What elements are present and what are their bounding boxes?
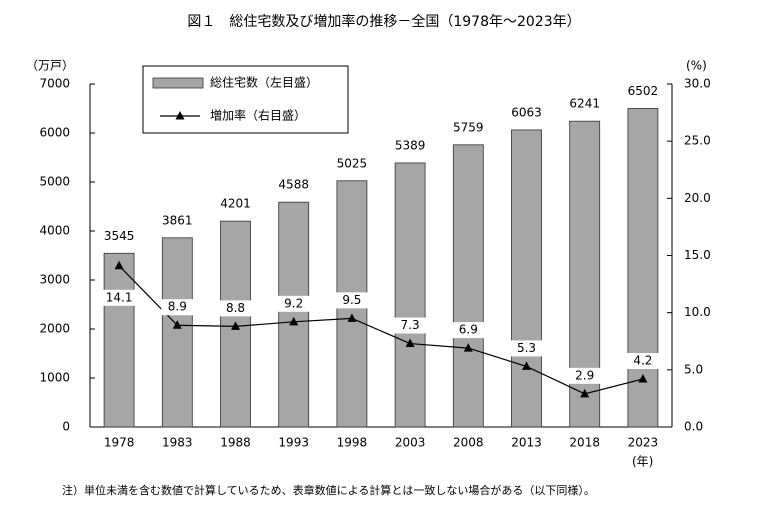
line-label-bg: [394, 317, 427, 334]
bar-value-label: 5025: [337, 156, 368, 170]
line-label-bg: [335, 292, 368, 309]
line-label-bg: [277, 295, 310, 312]
bar: [278, 201, 310, 428]
x-tick-label: 2003: [395, 436, 426, 450]
x-tick-label: 1983: [162, 436, 193, 450]
legend-marker: [175, 111, 185, 120]
bar-value-label: 5759: [453, 120, 484, 134]
y2-axis-label: (%): [686, 59, 707, 73]
legend-box: [142, 65, 349, 134]
bar-value-label: 4201: [220, 197, 251, 211]
legend-swatch: [152, 77, 204, 89]
line-marker: [522, 361, 531, 370]
bar-value-label: 6063: [511, 105, 542, 119]
y-axis-label: （万戸）: [26, 59, 74, 73]
x-tick-label: 2013: [511, 436, 542, 450]
line-value-label: 9.2: [284, 296, 303, 310]
line-value-label: 14.1: [106, 290, 133, 304]
y2-tick-label: 20.0: [684, 191, 711, 205]
line-marker: [114, 260, 124, 270]
line-value-label: 4.2: [633, 353, 652, 367]
line-value-label: 9.5: [342, 293, 361, 307]
line-label-bg: [568, 367, 601, 384]
x-tick-label: 2018: [569, 436, 600, 450]
bar-value-label: 5389: [395, 138, 426, 152]
line-label-bg: [161, 299, 194, 316]
line-value-label: 8.9: [168, 300, 187, 314]
y2-tick-label: 30.0: [684, 77, 711, 91]
bar: [627, 108, 659, 428]
line-value-label: 8.8: [226, 301, 245, 315]
legend-label: 総住宅数（左目盛）: [210, 75, 318, 90]
y-tick-label: 2000: [39, 322, 70, 336]
bar: [452, 144, 484, 428]
y-tick-label: 1000: [39, 371, 70, 385]
chart-title: 図１ 総住宅数及び増加率の推移－全国（1978年～2023年）: [187, 13, 580, 30]
legend-label: 増加率（右目盛）: [210, 108, 306, 123]
bar: [103, 252, 135, 428]
y-tick-label: 7000: [39, 77, 70, 91]
line: [118, 265, 644, 395]
line-marker: [289, 316, 299, 326]
bar: [511, 129, 542, 428]
y2-tick-label: 5.0: [684, 362, 703, 376]
bar-value-label: 6502: [628, 84, 659, 98]
bar-value-label: 3545: [104, 229, 135, 243]
line-label-bg: [452, 322, 485, 339]
line-marker: [463, 343, 473, 352]
y-tick-label: 5000: [39, 175, 70, 189]
line-marker: [347, 313, 357, 322]
y-tick-label: 4000: [39, 224, 70, 238]
line-marker: [580, 388, 590, 398]
line-marker: [638, 373, 648, 383]
line-value-label: 2.9: [575, 368, 594, 382]
note: 注）単位未満を含む数値で計算しているため、表章数値による計算とは一致しない場合が…: [62, 483, 595, 497]
y2-tick-label: 10.0: [684, 305, 711, 319]
line-label-bg: [219, 300, 252, 317]
line-label-bg: [510, 340, 543, 357]
x-tick-label: 1978: [104, 436, 135, 450]
x-tick-label: 1998: [337, 436, 368, 450]
line-label-bg: [626, 352, 659, 369]
bar: [394, 162, 426, 428]
x-tick-label: 2008: [453, 436, 484, 450]
bar-value-label: 3861: [162, 213, 193, 227]
line-value-label: 7.3: [401, 318, 420, 332]
y2-tick-label: 25.0: [684, 134, 711, 148]
bar: [161, 237, 193, 428]
x-tick-label: 1993: [278, 436, 309, 450]
line-value-label: 6.9: [459, 323, 478, 337]
x-tick-label: 2023: [628, 436, 659, 450]
line-label-bg: [103, 289, 136, 306]
y2-tick-label: 15.0: [684, 248, 711, 262]
bar-value-label: 6241: [569, 97, 600, 111]
line-value-label: 5.3: [517, 341, 536, 355]
y-tick-label: 6000: [39, 126, 70, 140]
y-tick-label: 3000: [39, 273, 70, 287]
line-marker: [172, 320, 182, 329]
x-axis-label: (年): [632, 455, 653, 469]
x-tick-label: 1988: [220, 436, 251, 450]
line-marker: [405, 338, 415, 348]
y-tick-label: 0: [62, 420, 70, 434]
line-marker: [231, 321, 240, 330]
y2-tick-label: 0.0: [684, 420, 703, 434]
bar-value-label: 4588: [278, 178, 309, 192]
